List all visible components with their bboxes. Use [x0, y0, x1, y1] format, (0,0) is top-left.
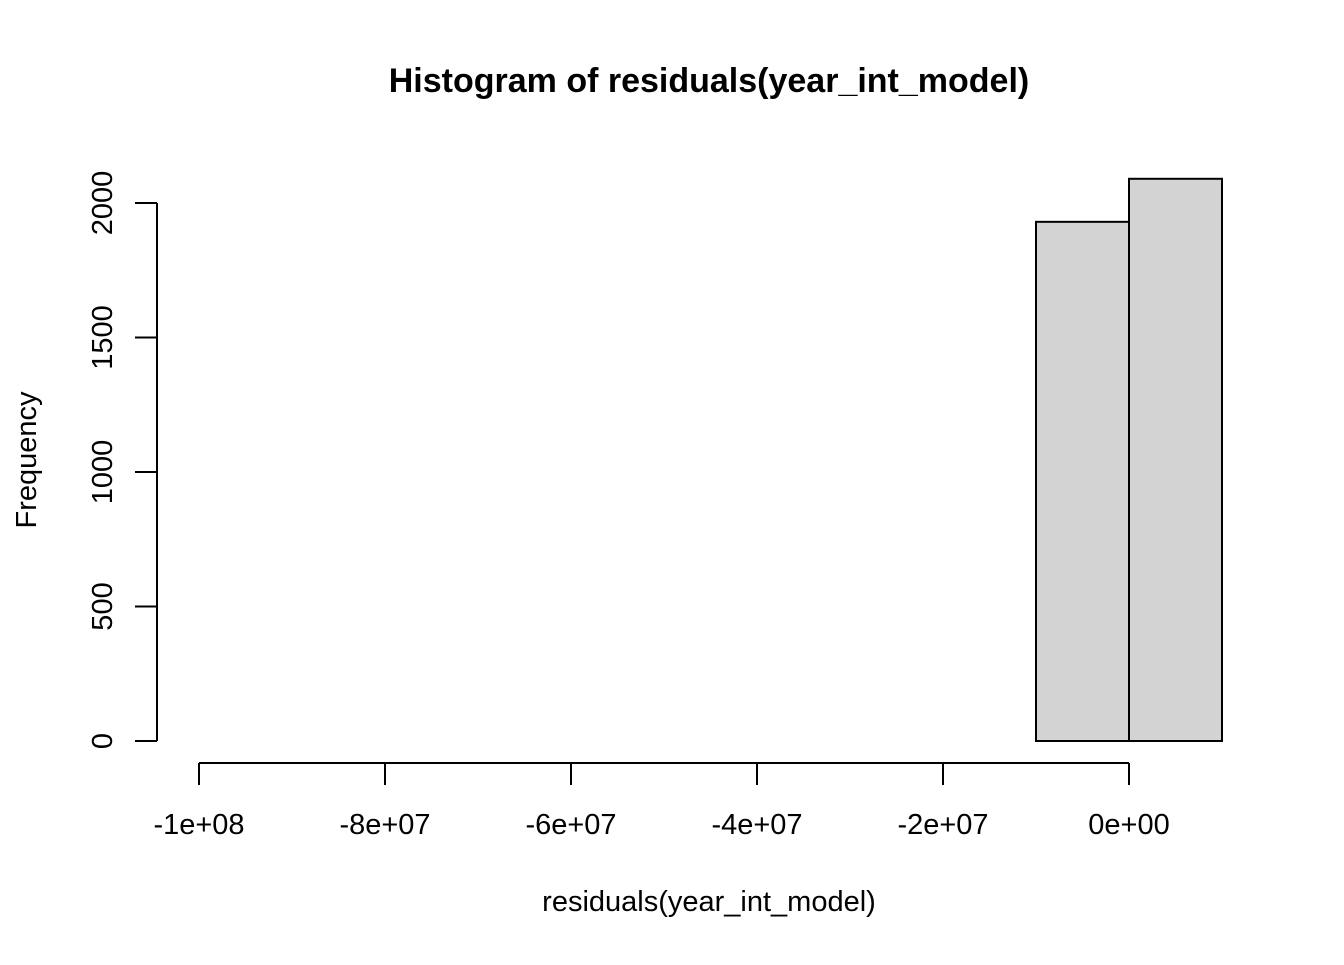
y-tick-label: 2000	[87, 171, 119, 236]
y-axis: 0 500 1000 1500 2000	[87, 171, 158, 749]
x-tick-label: -4e+07	[711, 809, 802, 841]
y-tick-label: 500	[87, 582, 119, 630]
bars-layer	[1035, 177, 1223, 743]
histogram-bar	[1035, 220, 1130, 742]
x-tick-label: -2e+07	[897, 809, 988, 841]
histogram-bar	[1128, 177, 1223, 743]
x-tick-label: 0e+00	[1088, 809, 1169, 841]
y-tick-label: 1000	[87, 440, 119, 505]
x-tick-label: -6e+07	[525, 809, 616, 841]
x-axis-label: residuals(year_int_model)	[542, 886, 876, 918]
x-tick-label: -1e+08	[153, 809, 244, 841]
chart-title: Histogram of residuals(year_int_model)	[389, 62, 1030, 100]
y-tick-label: 1500	[87, 305, 119, 370]
x-axis: -1e+08 -8e+07 -6e+07 -4e+07 -2e+07 0e+00	[153, 762, 1170, 841]
y-tick-label: 0	[87, 733, 119, 749]
x-tick-label: -8e+07	[339, 809, 430, 841]
y-axis-label: Frequency	[11, 391, 43, 529]
